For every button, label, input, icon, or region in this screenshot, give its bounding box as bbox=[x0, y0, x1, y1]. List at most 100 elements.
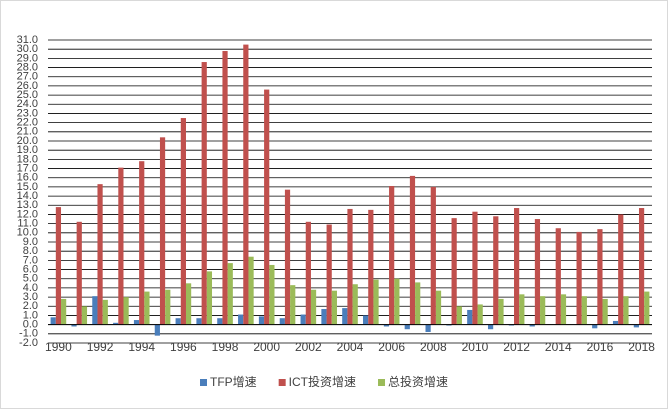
bar bbox=[394, 278, 400, 325]
y-tick-label: 2.0 bbox=[23, 300, 38, 312]
x-tick-label: 2014 bbox=[545, 340, 572, 354]
bar bbox=[514, 208, 520, 325]
y-tick-label: 24.0 bbox=[17, 98, 38, 110]
bar bbox=[347, 208, 353, 325]
y-tick-label: 18.0 bbox=[17, 153, 38, 165]
bar bbox=[217, 318, 223, 325]
y-tick-label: 15.0 bbox=[17, 181, 38, 193]
x-tick-label: 2018 bbox=[628, 340, 655, 354]
bar bbox=[97, 184, 103, 325]
bar bbox=[576, 231, 582, 325]
y-tick-label: -1.0 bbox=[19, 328, 38, 340]
y-tick-label: 1.0 bbox=[23, 309, 38, 321]
bar bbox=[409, 175, 416, 325]
bar bbox=[81, 306, 88, 325]
bar bbox=[331, 290, 337, 325]
bar bbox=[602, 298, 608, 325]
bar bbox=[310, 289, 317, 325]
bar bbox=[633, 324, 639, 328]
x-tick-label: 1998 bbox=[212, 340, 239, 354]
bar bbox=[612, 320, 619, 325]
bar bbox=[305, 221, 311, 325]
bar bbox=[269, 264, 275, 325]
bar bbox=[373, 279, 379, 325]
bar bbox=[389, 185, 395, 325]
y-tick-label: 6.0 bbox=[23, 263, 38, 275]
x-tick-label: 2006 bbox=[378, 340, 405, 354]
bar bbox=[144, 291, 150, 325]
bar bbox=[264, 89, 270, 325]
bar bbox=[71, 324, 77, 327]
bar bbox=[540, 296, 546, 325]
y-tick-label: 28.0 bbox=[17, 61, 38, 73]
bar bbox=[467, 309, 473, 325]
y-tick-label: 3.0 bbox=[23, 291, 38, 303]
bar bbox=[55, 207, 62, 325]
y-tick-label: 17.0 bbox=[17, 162, 38, 174]
bar bbox=[425, 324, 431, 332]
y-tick-label: 22.0 bbox=[17, 117, 38, 129]
bar bbox=[159, 137, 166, 325]
bar bbox=[451, 218, 457, 325]
bar bbox=[113, 322, 119, 325]
bar bbox=[300, 314, 306, 325]
bar bbox=[238, 314, 244, 325]
y-tick-label: 12.0 bbox=[17, 208, 38, 220]
x-tick-label: 2010 bbox=[462, 340, 489, 354]
bar bbox=[118, 167, 124, 325]
bar bbox=[76, 221, 82, 325]
bar bbox=[290, 285, 296, 325]
bar bbox=[180, 118, 186, 325]
bar bbox=[534, 219, 541, 325]
bar bbox=[185, 283, 192, 325]
bar bbox=[404, 324, 410, 330]
y-tick-label: 23.0 bbox=[17, 107, 38, 119]
bar bbox=[139, 161, 145, 325]
y-tick-label: 14.0 bbox=[17, 190, 38, 202]
y-tick-label: 26.0 bbox=[17, 80, 38, 92]
bar bbox=[430, 186, 436, 325]
bar bbox=[123, 297, 129, 325]
y-tick-label: 7.0 bbox=[23, 254, 38, 266]
bar bbox=[92, 296, 98, 325]
x-tick-label: 1990 bbox=[45, 340, 72, 354]
y-tick-label: 8.0 bbox=[23, 245, 38, 257]
bar bbox=[222, 51, 228, 325]
y-tick-label: 19.0 bbox=[17, 144, 38, 156]
x-tick-label: 1992 bbox=[87, 340, 114, 354]
bar bbox=[258, 316, 265, 325]
legend-label: 总投资增速 bbox=[388, 374, 448, 389]
bar bbox=[206, 271, 213, 325]
y-tick-label: 25.0 bbox=[17, 89, 38, 101]
bar bbox=[456, 306, 462, 325]
x-tick-label: 2004 bbox=[337, 340, 364, 354]
y-tick-label: 9.0 bbox=[23, 236, 38, 248]
bar bbox=[133, 320, 140, 325]
bar bbox=[102, 299, 108, 325]
bar bbox=[201, 62, 207, 325]
bar bbox=[435, 290, 442, 325]
bar bbox=[477, 304, 483, 325]
bar bbox=[227, 263, 233, 325]
legend-label: TFP增速 bbox=[210, 375, 257, 389]
bar bbox=[368, 209, 374, 325]
y-tick-label: 21.0 bbox=[17, 126, 38, 138]
y-tick-label: 29.0 bbox=[17, 52, 38, 64]
bar bbox=[165, 289, 171, 325]
x-tick-label: 2000 bbox=[253, 340, 280, 354]
bar bbox=[383, 324, 390, 327]
legend-swatch bbox=[200, 379, 207, 386]
bar bbox=[248, 256, 254, 325]
bar bbox=[618, 214, 624, 325]
y-tick-label: 31.0 bbox=[17, 34, 38, 46]
x-tick-label: 1994 bbox=[128, 340, 155, 354]
bar bbox=[487, 324, 494, 330]
bar bbox=[623, 296, 629, 325]
legend-label: ICT投资增速 bbox=[289, 374, 356, 389]
bar bbox=[154, 324, 160, 336]
bar bbox=[243, 44, 249, 325]
x-tick-label: 2008 bbox=[420, 340, 447, 354]
bar bbox=[592, 324, 598, 329]
